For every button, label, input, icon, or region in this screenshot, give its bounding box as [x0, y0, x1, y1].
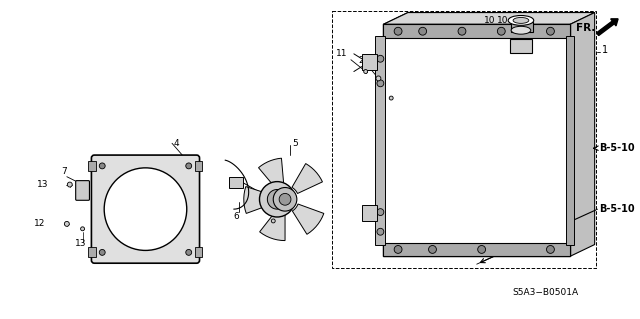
Circle shape — [377, 55, 384, 62]
Polygon shape — [260, 210, 285, 241]
Polygon shape — [383, 12, 595, 24]
FancyBboxPatch shape — [92, 155, 200, 263]
Circle shape — [497, 27, 505, 35]
Circle shape — [477, 246, 486, 253]
FancyBboxPatch shape — [76, 181, 90, 200]
Text: 6: 6 — [233, 211, 239, 220]
Text: 5: 5 — [292, 139, 298, 148]
Circle shape — [99, 249, 105, 255]
Polygon shape — [259, 158, 284, 189]
Circle shape — [547, 246, 554, 253]
Ellipse shape — [508, 16, 534, 25]
Text: 12: 12 — [34, 219, 45, 228]
Text: 1: 1 — [602, 45, 607, 55]
Text: 13: 13 — [36, 180, 48, 189]
Circle shape — [104, 168, 187, 250]
Bar — [195, 161, 202, 171]
Ellipse shape — [513, 18, 529, 23]
Circle shape — [99, 163, 105, 169]
Circle shape — [547, 27, 554, 35]
Circle shape — [279, 193, 291, 205]
Text: FR.: FR. — [576, 23, 595, 33]
Bar — [229, 177, 243, 189]
Polygon shape — [244, 187, 272, 213]
FancyArrow shape — [596, 19, 618, 35]
Bar — [362, 54, 378, 70]
Text: 10: 10 — [497, 16, 509, 25]
Bar — [195, 248, 202, 257]
Bar — [566, 36, 574, 245]
Bar — [332, 11, 596, 268]
Polygon shape — [292, 164, 323, 194]
Circle shape — [65, 221, 69, 226]
Text: 8: 8 — [505, 39, 511, 48]
Text: 9: 9 — [484, 26, 490, 35]
Circle shape — [377, 80, 384, 87]
Circle shape — [186, 163, 191, 169]
Text: 14: 14 — [269, 228, 281, 237]
Text: 8: 8 — [493, 25, 499, 34]
Circle shape — [268, 189, 287, 209]
Circle shape — [419, 27, 427, 35]
Bar — [383, 24, 570, 256]
Circle shape — [429, 246, 436, 253]
Text: 3: 3 — [383, 115, 389, 124]
Circle shape — [273, 188, 297, 211]
Circle shape — [377, 228, 384, 235]
Bar — [383, 24, 570, 38]
Bar — [362, 205, 378, 221]
Text: 9: 9 — [505, 26, 511, 35]
Bar — [88, 161, 97, 171]
Polygon shape — [570, 12, 595, 256]
Circle shape — [394, 27, 402, 35]
Text: B-5-10: B-5-10 — [600, 143, 636, 153]
Circle shape — [364, 70, 367, 73]
Bar — [383, 242, 570, 256]
Polygon shape — [292, 204, 324, 234]
Circle shape — [394, 246, 402, 253]
Text: 8: 8 — [484, 40, 490, 48]
Circle shape — [377, 209, 384, 216]
Text: 2: 2 — [358, 56, 364, 65]
Circle shape — [186, 249, 191, 255]
Text: 11: 11 — [336, 49, 348, 58]
Text: 4: 4 — [174, 139, 180, 148]
Circle shape — [458, 27, 466, 35]
Text: 13: 13 — [75, 239, 86, 248]
Text: S5A3−B0501A: S5A3−B0501A — [513, 288, 579, 297]
Circle shape — [271, 219, 275, 223]
Text: 7: 7 — [61, 167, 67, 176]
Text: 10: 10 — [484, 16, 495, 25]
Circle shape — [67, 182, 72, 187]
Circle shape — [376, 76, 381, 81]
Ellipse shape — [511, 26, 531, 34]
Bar — [88, 248, 97, 257]
Circle shape — [259, 182, 295, 217]
Circle shape — [389, 96, 393, 100]
Circle shape — [81, 227, 84, 231]
Bar — [376, 36, 385, 245]
Bar — [510, 39, 532, 53]
Text: B-5-10: B-5-10 — [600, 204, 636, 214]
Bar — [511, 22, 532, 32]
